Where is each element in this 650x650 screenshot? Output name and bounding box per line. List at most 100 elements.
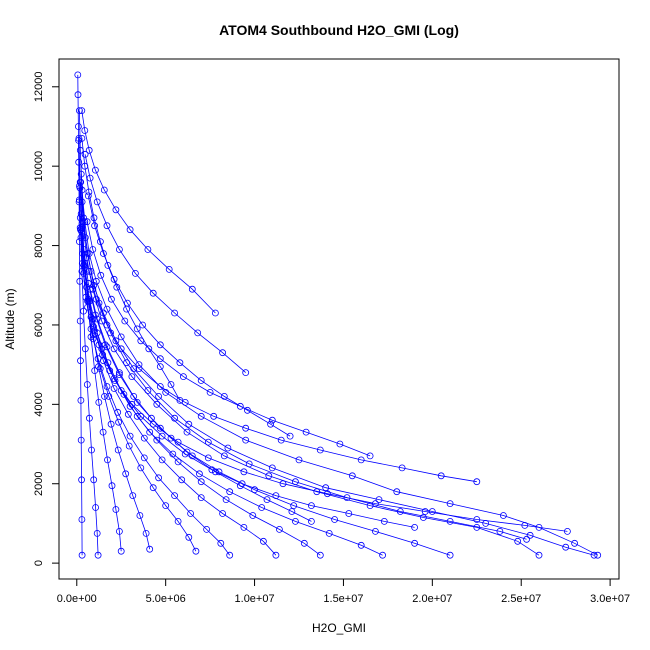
series-line (80, 182, 540, 556)
data-point (116, 369, 123, 377)
data-point (81, 345, 89, 353)
data-point (379, 551, 387, 559)
data-point (272, 551, 280, 559)
data-point (211, 309, 219, 317)
data-point (84, 297, 91, 305)
data-point (90, 214, 98, 222)
data-point (267, 420, 275, 428)
data-point (90, 323, 98, 331)
data-point (187, 510, 195, 517)
data-point (197, 494, 205, 502)
data-point (137, 412, 145, 420)
data-point (291, 478, 299, 486)
data-point (77, 436, 85, 444)
series-line (79, 217, 383, 556)
series-line (81, 231, 321, 556)
data-point (88, 446, 95, 454)
data-point (526, 531, 534, 539)
data-point (242, 436, 250, 444)
data-point (176, 359, 184, 367)
series-line (77, 74, 83, 556)
data-point (411, 539, 419, 547)
data-point (94, 551, 102, 559)
series-line (80, 213, 451, 556)
data-point (120, 390, 128, 398)
data-point (76, 317, 84, 325)
data-point (129, 492, 137, 500)
data-point (91, 222, 98, 230)
data-point (181, 450, 189, 458)
data-point (92, 166, 99, 174)
data-point (78, 476, 85, 484)
data-point (135, 361, 143, 369)
data-point (155, 474, 163, 482)
data-point (104, 456, 111, 464)
data-point (265, 472, 273, 480)
data-point (171, 492, 179, 500)
x-tick-label: 3.0e+07 (590, 593, 630, 605)
data-point (74, 91, 82, 99)
data-point (571, 539, 578, 547)
data-point (128, 373, 136, 381)
data-point (224, 444, 232, 452)
data-point (121, 317, 129, 325)
data-point (496, 528, 504, 535)
data-point (158, 456, 166, 464)
data-point (94, 355, 102, 363)
data-point (95, 363, 102, 371)
data-point (211, 468, 219, 476)
data-point (156, 341, 164, 349)
profile-series (78, 198, 530, 543)
data-point (263, 496, 271, 504)
series-line (84, 154, 246, 373)
series-line (81, 201, 527, 540)
x-tick-label: 0.0e+00 (57, 593, 97, 605)
data-point (272, 492, 280, 500)
data-point (375, 496, 383, 504)
y-tick-label: 8000 (33, 233, 45, 257)
data-point (514, 537, 522, 545)
data-point (103, 222, 111, 230)
series-line (81, 110, 216, 314)
data-point (93, 198, 101, 206)
data-point (99, 351, 106, 359)
data-point (421, 508, 429, 515)
data-point (78, 267, 86, 275)
data-point (171, 414, 179, 422)
data-point (153, 436, 161, 444)
data-point (76, 178, 84, 186)
series-line (79, 199, 197, 552)
data-point (259, 537, 267, 545)
data-point (87, 313, 95, 321)
y-axis: 0 2000 4000 6000 8000 10000 12000 (33, 71, 60, 566)
data-point (77, 170, 85, 178)
data-point (84, 279, 92, 287)
profile-series (86, 285, 315, 525)
data-point (419, 514, 427, 521)
data-point (206, 388, 214, 396)
data-point (139, 321, 147, 329)
data-point (178, 476, 186, 484)
data-point (185, 420, 193, 428)
data-point (81, 127, 89, 134)
data-point (81, 150, 89, 158)
data-point (316, 551, 324, 559)
data-point (86, 414, 93, 422)
x-tick-label: 2.0e+07 (412, 593, 452, 605)
data-point (140, 454, 148, 462)
data-point (357, 541, 365, 549)
data-point (437, 472, 445, 480)
profile-series (78, 107, 219, 317)
data-point (122, 470, 130, 478)
data-point (242, 369, 250, 377)
series-line (81, 138, 181, 401)
chart-title: ATOM4 Southbound H2O_GMI (Log) (219, 22, 459, 38)
data-point (83, 381, 91, 388)
data-point (99, 428, 107, 436)
data-point (105, 392, 113, 400)
data-point (86, 285, 94, 293)
data-point (222, 496, 230, 504)
data-point (521, 522, 529, 529)
data-point (110, 275, 118, 283)
data-point (217, 539, 225, 547)
